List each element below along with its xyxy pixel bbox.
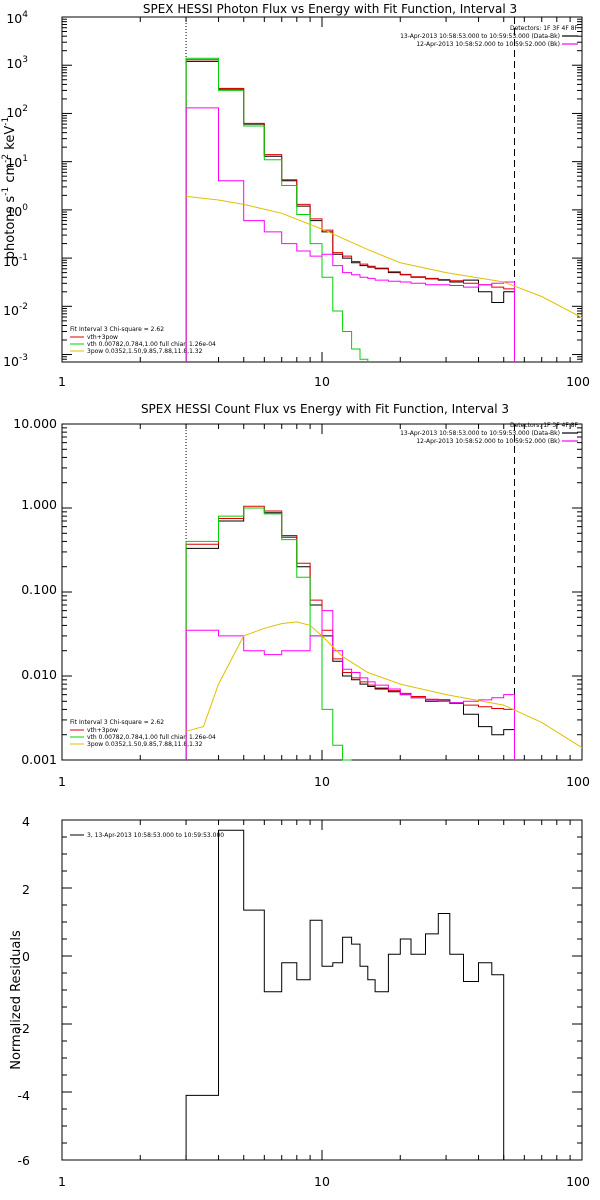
y-tick-label: 1.000	[21, 497, 57, 512]
y-tick-label: -6	[18, 1153, 31, 1168]
count-flux-panel: SPEX HESSI Count Flux vs Energy with Fit…	[13, 402, 590, 789]
y-tick-label: 10.000	[13, 416, 57, 431]
plot-3	[61, 819, 583, 1161]
y-tick-label: 102	[6, 104, 28, 120]
legend-data-interval: 13-Apr-2013 10:58:53.000 to 10:59:53.000…	[400, 430, 560, 437]
y-tick-label: 10-1	[3, 253, 28, 269]
x-tick-label: 10	[314, 1174, 330, 1189]
series-1-line	[185, 507, 515, 760]
legend-model-name: vth+3pow	[87, 727, 118, 734]
legend-bk-interval: 12-Apr-2013 10:58:52.000 to 10:59:52.000…	[416, 438, 560, 445]
legend-left: Fit Interval 3 Chi-square = 2.62 vth+3po…	[70, 719, 216, 748]
y-tick-label: 10-2	[3, 302, 28, 318]
x-tick-label: 100	[566, 374, 590, 389]
legend: 3, 13-Apr-2013 10:58:53.000 to 10:59:53.…	[70, 832, 224, 839]
y-tick-label: 4	[22, 814, 30, 829]
plot-1	[61, 16, 583, 363]
x-tick-label: 1	[58, 774, 66, 789]
y-tick-label: 0.010	[21, 667, 57, 682]
legend-fit-interval: Fit Interval 3 Chi-square = 2.62	[70, 719, 164, 726]
series-3-line	[185, 57, 369, 362]
series-2-line	[185, 505, 515, 760]
x-tick-label: 10	[314, 774, 330, 789]
legend-fit-interval: Fit Interval 3 Chi-square = 2.62	[70, 326, 164, 333]
model-fit-line	[185, 621, 583, 749]
series-3-line	[185, 507, 352, 761]
y-tick-label: -2	[18, 1021, 30, 1036]
model-fit-line	[186, 195, 583, 319]
series-4-line	[185, 107, 515, 362]
y-tick-label: 100	[6, 203, 28, 219]
legend-bk-interval: 12-Apr-2013 10:58:52.000 to 10:59:52.000…	[416, 41, 560, 48]
legend-right: Detectors: 1F 3F 4F 8F 13-Apr-2013 10:58…	[400, 422, 578, 445]
legend-right: Detectors: 1F 3F 4F 8F 13-Apr-2013 10:58…	[400, 25, 578, 48]
chart-title: SPEX HESSI Count Flux vs Energy with Fit…	[141, 402, 509, 416]
legend-data-interval: 13-Apr-2013 10:58:53.000 to 10:59:53.000…	[400, 33, 560, 40]
residuals-panel: Normalized Residuals -6 -4 -2 0 2 4 1 10…	[9, 814, 590, 1189]
y-tick-label: 0	[22, 949, 30, 964]
y-tick-label: -4	[18, 1088, 31, 1103]
y-tick-label: 101	[6, 154, 28, 170]
x-tick-label: 1	[58, 1174, 66, 1189]
y-tick-labels: 10-3 10-2 10-1 100 101 102 103 104	[3, 10, 28, 369]
y-tick-label: 10-3	[3, 353, 28, 369]
plot-2	[61, 423, 583, 761]
y-tick-labels: -6 -4 -2 0 2 4	[18, 814, 31, 1168]
legend-detectors: Detectors: 1F 3F 4F 8F	[510, 25, 579, 32]
y-tick-label: 0.100	[21, 582, 57, 597]
series-1-line	[185, 60, 515, 362]
series-2-line	[185, 59, 515, 362]
photon-flux-panel: SPEX HESSI Photon Flux vs Energy with Fi…	[1, 2, 590, 389]
x-tick-label: 10	[314, 374, 330, 389]
legend-left: Fit Interval 3 Chi-square = 2.62 vth+3po…	[70, 326, 216, 355]
y-axis-label: photons s-1 cm-2 keV-1	[1, 117, 18, 259]
legend-vth-params: vth 0.00782,0.784,1.00 full chian 1.26e-…	[87, 341, 216, 348]
legend-vth-params: vth 0.00782,0.784,1.00 full chian 1.26e-…	[87, 734, 216, 741]
y-tick-label: 104	[6, 10, 28, 26]
x-tick-label: 100	[566, 774, 590, 789]
legend-model-name: vth+3pow	[87, 334, 118, 341]
legend-3pow-params: 3pow 0.0352,1.50,9.85,7.88,11.8,1.32	[87, 741, 203, 748]
y-tick-label: 103	[6, 55, 28, 71]
legend-residual-interval: 3, 13-Apr-2013 10:58:53.000 to 10:59:53.…	[87, 832, 224, 839]
chart-marks	[61, 16, 583, 1161]
series-1-line	[185, 829, 505, 1160]
x-tick-label: 1	[58, 374, 66, 389]
y-axis-label: Normalized Residuals	[9, 930, 24, 1070]
legend-3pow-params: 3pow 0.0352,1.50,9.85,7.88,11.8,1.32	[87, 348, 203, 355]
y-tick-label: 2	[22, 882, 30, 897]
series-4-line	[185, 610, 515, 760]
y-tick-label: 0.001	[21, 752, 57, 767]
y-tick-labels: 0.001 0.010 0.100 1.000 10.000	[13, 416, 57, 767]
plot-frame	[61, 16, 583, 363]
chart-title: SPEX HESSI Photon Flux vs Energy with Fi…	[143, 2, 517, 16]
x-tick-label: 100	[566, 1174, 590, 1189]
legend-detectors: Detectors: 1F 3F 4F 8F	[510, 422, 579, 429]
